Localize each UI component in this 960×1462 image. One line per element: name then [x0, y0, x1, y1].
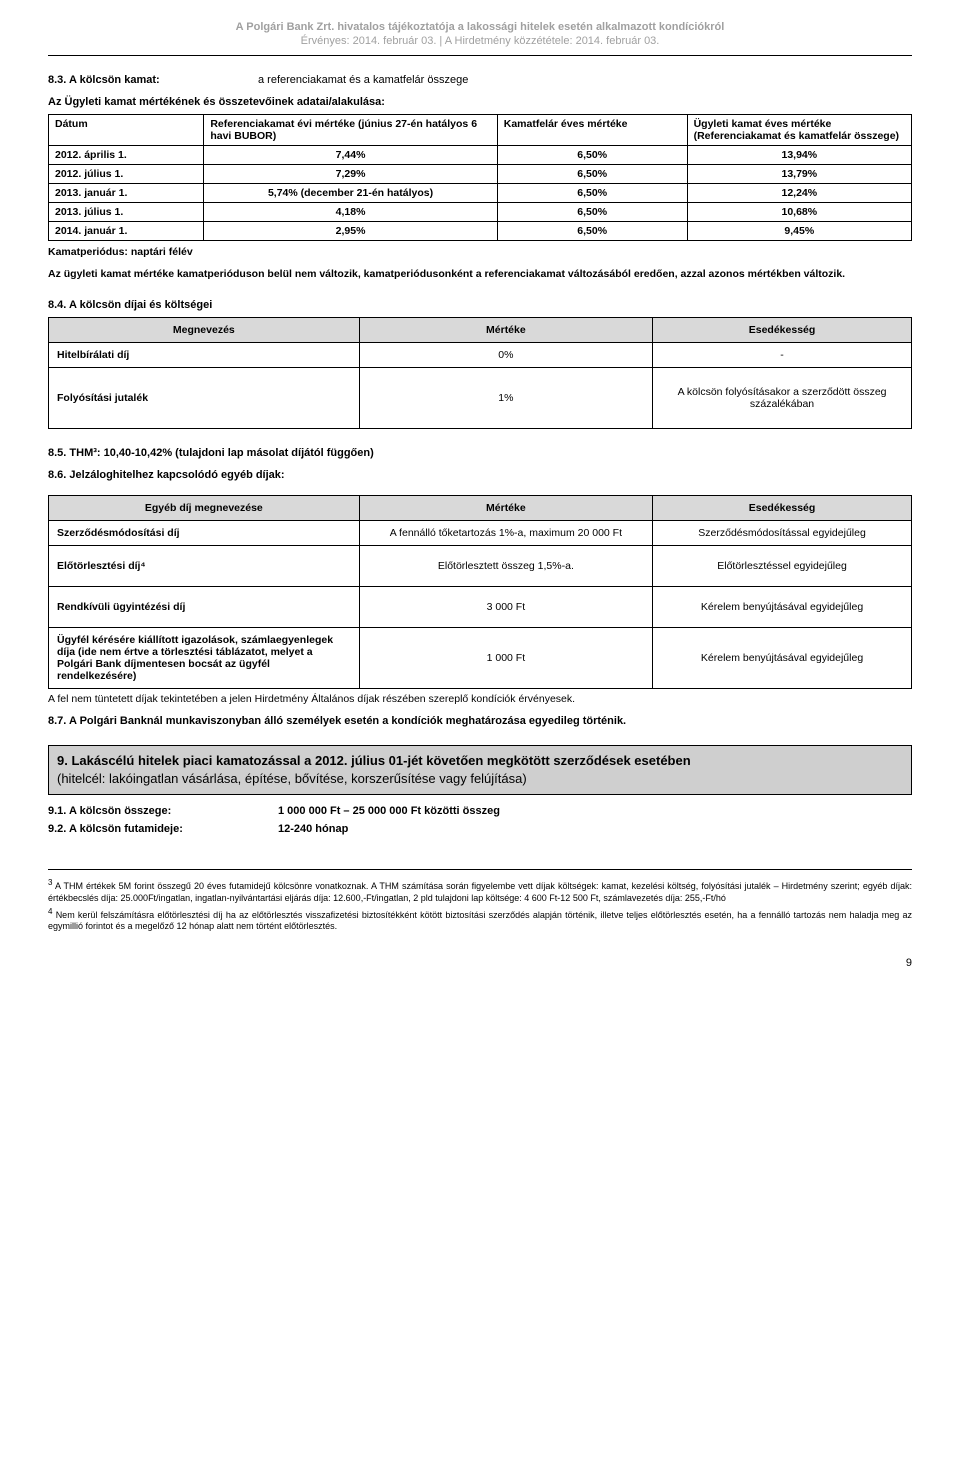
col-egyeb: Egyéb díj megnevezése	[49, 495, 360, 520]
section-9: 9. Lakáscélú hitelek piaci kamatozással …	[48, 745, 912, 795]
page-header: A Polgári Bank Zrt. hivatalos tájékoztat…	[48, 20, 912, 49]
col-datum: Dátum	[49, 114, 204, 145]
s92-value: 12-240 hónap	[278, 823, 912, 835]
table-row: 2012. július 1.7,29%6,50%13,79%	[49, 164, 912, 183]
col-merteke2: Mértéke	[359, 495, 652, 520]
s84-title: 8.4. A kölcsön díjai és költségei	[48, 299, 912, 311]
s86-title: 8.6. Jelzáloghitelhez kapcsolódó egyéb d…	[48, 469, 912, 481]
col-esedekesseg2: Esedékesség	[653, 495, 912, 520]
footnotes: 3 A THM értékek 5M forint összegű 20 éve…	[48, 869, 912, 933]
table-row: 2014. január 1.2,95%6,50%9,45%	[49, 221, 912, 240]
s9-sub: (hitelcél: lakóingatlan vásárlása, építé…	[57, 770, 903, 788]
col-ugyleti: Ügyleti kamat éves mértéke (Referenciaka…	[687, 114, 911, 145]
footnote-3: 3 A THM értékek 5M forint összegű 20 éve…	[48, 878, 912, 904]
s83-subheading: Az Ügyleti kamat mértékének és összetevő…	[48, 96, 912, 108]
fees-table-1: Megnevezés Mértéke Esedékesség Hitelbírá…	[48, 317, 912, 429]
s87: 8.7. A Polgári Banknál munkaviszonyban á…	[48, 715, 912, 727]
table-header-row: Dátum Referenciakamat évi mértéke (júniu…	[49, 114, 912, 145]
s83-row: 8.3. A kölcsön kamat: a referenciakamat …	[48, 74, 912, 86]
page-number: 9	[48, 957, 912, 969]
table-header-row: Megnevezés Mértéke Esedékesség	[49, 317, 912, 342]
table-row: 2013. január 1.5,74% (december 21-én hat…	[49, 183, 912, 202]
fees-table-2: Egyéb díj megnevezése Mértéke Esedékessé…	[48, 495, 912, 689]
header-line2: Érvényes: 2014. február 03. | A Hirdetmé…	[48, 34, 912, 48]
col-felar: Kamatfelár éves mértéke	[497, 114, 687, 145]
table-row: Rendkívüli ügyintézési díj3 000 FtKérele…	[49, 586, 912, 627]
s92-label: 9.2. A kölcsön futamideje:	[48, 823, 278, 835]
s91-value: 1 000 000 Ft – 25 000 000 Ft közötti öss…	[278, 805, 912, 817]
footnote-4: 4 Nem kerül felszámításra előtörlesztési…	[48, 907, 912, 933]
col-ref: Referenciakamat évi mértéke (június 27-é…	[204, 114, 497, 145]
table-row: Folyósítási jutalék1%A kölcsön folyósítá…	[49, 367, 912, 428]
table-row: 2012. április 1.7,44%6,50%13,94%	[49, 145, 912, 164]
col-megnevezes: Megnevezés	[49, 317, 360, 342]
s9-title: 9. Lakáscélú hitelek piaci kamatozással …	[57, 752, 903, 770]
s91-label: 9.1. A kölcsön összege:	[48, 805, 278, 817]
header-rule	[48, 55, 912, 56]
kp-para: Az ügyleti kamat mértéke kamatperióduson…	[48, 267, 912, 281]
col-esedekesseg: Esedékesség	[653, 317, 912, 342]
table-row: Előtörlesztési díj⁴Előtörlesztett összeg…	[49, 545, 912, 586]
s86-after: A fel nem tüntetett díjak tekintetében a…	[48, 693, 912, 705]
header-line1: A Polgári Bank Zrt. hivatalos tájékoztat…	[48, 20, 912, 34]
s85: 8.5. THM³: 10,40-10,42% (tulajdoni lap m…	[48, 447, 912, 459]
s91-row: 9.1. A kölcsön összege: 1 000 000 Ft – 2…	[48, 805, 912, 817]
s92-row: 9.2. A kölcsön futamideje: 12-240 hónap	[48, 823, 912, 835]
table-header-row: Egyéb díj megnevezése Mértéke Esedékessé…	[49, 495, 912, 520]
table-row: Ügyfél kérésére kiállított igazolások, s…	[49, 627, 912, 688]
kamat-table: Dátum Referenciakamat évi mértéke (júniu…	[48, 114, 912, 241]
table-row: 2013. július 1.4,18%6,50%10,68%	[49, 202, 912, 221]
s83-value: a referenciakamat és a kamatfelár összeg…	[258, 74, 912, 86]
col-merteke: Mértéke	[359, 317, 652, 342]
kp-line: Kamatperiódus: naptári félév	[48, 245, 912, 259]
s83-label: 8.3. A kölcsön kamat:	[48, 74, 258, 86]
table-row: Hitelbírálati díj0%-	[49, 342, 912, 367]
table-row: Szerződésmódosítási díjA fennálló tőketa…	[49, 520, 912, 545]
